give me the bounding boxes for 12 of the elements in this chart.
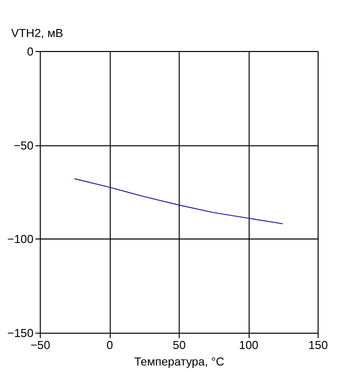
y-tick-label: −50 <box>14 139 34 152</box>
x-tick-label: 50 <box>172 338 186 352</box>
y-tick-label: −150 <box>7 327 34 340</box>
x-tick-label: 0 <box>106 338 114 352</box>
y-axis-title: VTH2, мВ <box>11 26 64 40</box>
x-tick-label: −50 <box>30 338 51 352</box>
line-series <box>74 178 284 224</box>
x-tick-label: 100 <box>238 338 259 352</box>
y-tick-label: 0 <box>27 45 34 58</box>
y-tick-label: −100 <box>7 233 34 246</box>
x-tick-label: 150 <box>308 338 328 352</box>
x-axis-title: Температура, °C <box>134 355 224 368</box>
